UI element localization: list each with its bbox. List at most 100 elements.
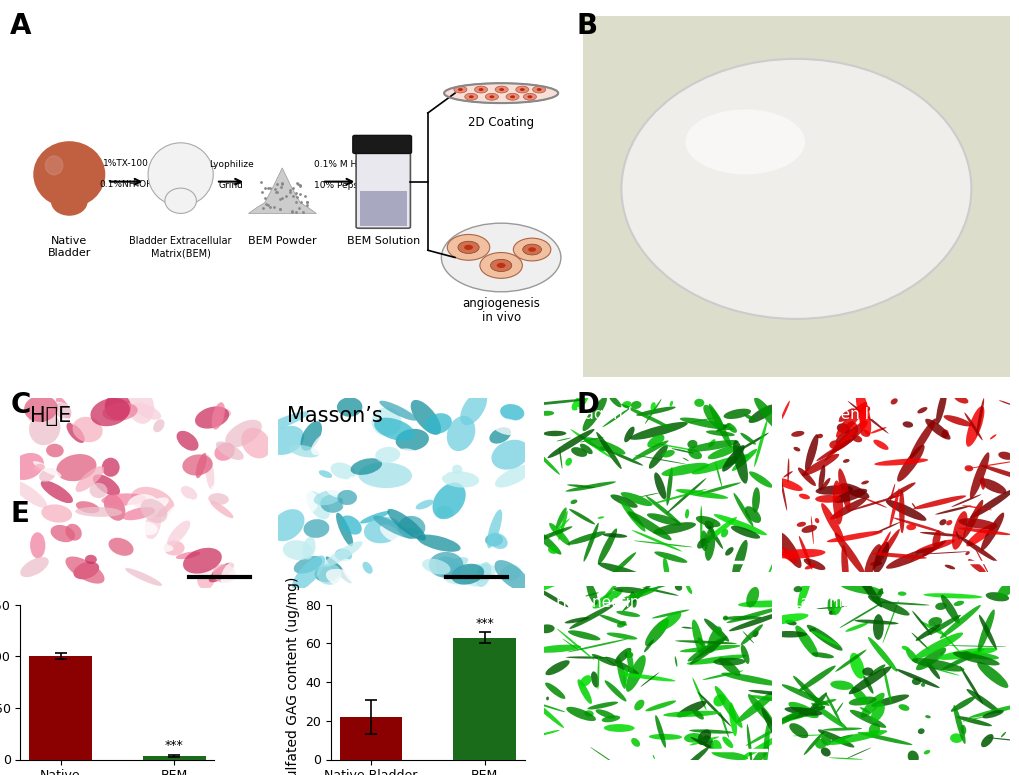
Ellipse shape bbox=[105, 394, 131, 420]
Ellipse shape bbox=[56, 454, 97, 481]
Ellipse shape bbox=[696, 538, 706, 549]
Ellipse shape bbox=[682, 747, 708, 771]
Ellipse shape bbox=[834, 532, 864, 575]
Ellipse shape bbox=[871, 529, 899, 570]
Ellipse shape bbox=[569, 509, 594, 525]
Ellipse shape bbox=[702, 405, 722, 429]
Ellipse shape bbox=[708, 404, 731, 448]
Ellipse shape bbox=[492, 418, 523, 436]
Bar bbox=[453, 638, 516, 760]
Ellipse shape bbox=[855, 572, 881, 608]
Ellipse shape bbox=[616, 621, 626, 628]
Ellipse shape bbox=[104, 494, 125, 521]
Ellipse shape bbox=[689, 729, 733, 734]
Ellipse shape bbox=[505, 93, 519, 100]
Ellipse shape bbox=[54, 403, 71, 418]
Ellipse shape bbox=[803, 559, 824, 570]
Ellipse shape bbox=[435, 556, 460, 580]
Ellipse shape bbox=[590, 747, 619, 766]
Ellipse shape bbox=[447, 235, 489, 260]
Ellipse shape bbox=[746, 587, 758, 608]
Ellipse shape bbox=[601, 715, 620, 722]
Ellipse shape bbox=[920, 540, 945, 557]
Ellipse shape bbox=[919, 664, 959, 676]
Ellipse shape bbox=[597, 529, 616, 564]
Ellipse shape bbox=[489, 427, 511, 443]
Ellipse shape bbox=[687, 440, 697, 449]
Ellipse shape bbox=[938, 519, 946, 525]
Ellipse shape bbox=[262, 412, 309, 432]
Text: Masson’s: Masson’s bbox=[287, 406, 383, 426]
Ellipse shape bbox=[950, 696, 974, 711]
Ellipse shape bbox=[675, 489, 728, 499]
Ellipse shape bbox=[600, 581, 619, 602]
Ellipse shape bbox=[797, 467, 815, 486]
Ellipse shape bbox=[905, 649, 917, 663]
Ellipse shape bbox=[75, 466, 104, 492]
Ellipse shape bbox=[108, 538, 133, 556]
Ellipse shape bbox=[499, 404, 524, 421]
Ellipse shape bbox=[599, 615, 627, 625]
Ellipse shape bbox=[661, 450, 675, 457]
Ellipse shape bbox=[901, 646, 909, 651]
Ellipse shape bbox=[783, 471, 792, 477]
Ellipse shape bbox=[722, 615, 728, 621]
Ellipse shape bbox=[126, 388, 154, 424]
Ellipse shape bbox=[964, 465, 972, 471]
Ellipse shape bbox=[889, 484, 895, 505]
Ellipse shape bbox=[528, 247, 535, 252]
Ellipse shape bbox=[814, 518, 818, 523]
Ellipse shape bbox=[961, 651, 972, 660]
Ellipse shape bbox=[704, 528, 714, 561]
Ellipse shape bbox=[705, 430, 734, 436]
Ellipse shape bbox=[781, 684, 828, 706]
Text: 10% Pepsin: 10% Pepsin bbox=[313, 181, 366, 190]
Ellipse shape bbox=[538, 625, 554, 633]
Ellipse shape bbox=[863, 406, 869, 412]
Ellipse shape bbox=[845, 622, 867, 632]
Ellipse shape bbox=[722, 408, 750, 419]
Text: Collagen III: Collagen III bbox=[792, 407, 877, 422]
Ellipse shape bbox=[691, 454, 749, 474]
Ellipse shape bbox=[681, 627, 692, 629]
Ellipse shape bbox=[10, 453, 44, 480]
Ellipse shape bbox=[814, 495, 841, 503]
Ellipse shape bbox=[984, 592, 1008, 601]
Ellipse shape bbox=[622, 578, 656, 611]
Ellipse shape bbox=[872, 614, 882, 640]
Ellipse shape bbox=[477, 434, 510, 452]
Ellipse shape bbox=[793, 447, 800, 452]
Ellipse shape bbox=[684, 733, 702, 742]
Ellipse shape bbox=[337, 490, 357, 505]
Ellipse shape bbox=[165, 501, 185, 527]
Ellipse shape bbox=[580, 437, 603, 443]
Ellipse shape bbox=[823, 429, 855, 461]
Ellipse shape bbox=[228, 496, 247, 518]
Ellipse shape bbox=[828, 440, 841, 450]
Ellipse shape bbox=[793, 676, 824, 709]
Ellipse shape bbox=[29, 412, 60, 445]
Ellipse shape bbox=[494, 560, 529, 591]
Ellipse shape bbox=[732, 540, 747, 579]
Ellipse shape bbox=[777, 532, 801, 568]
Ellipse shape bbox=[314, 490, 341, 505]
Ellipse shape bbox=[697, 637, 705, 648]
Ellipse shape bbox=[565, 617, 589, 623]
Ellipse shape bbox=[836, 402, 866, 437]
Ellipse shape bbox=[556, 629, 594, 660]
Ellipse shape bbox=[912, 495, 965, 509]
Ellipse shape bbox=[707, 439, 714, 447]
Ellipse shape bbox=[566, 707, 595, 721]
Ellipse shape bbox=[41, 480, 73, 503]
Ellipse shape bbox=[209, 563, 234, 582]
Ellipse shape bbox=[34, 464, 45, 471]
Text: C: C bbox=[10, 391, 31, 419]
Ellipse shape bbox=[761, 613, 808, 625]
Ellipse shape bbox=[829, 680, 853, 690]
Ellipse shape bbox=[267, 425, 304, 455]
Ellipse shape bbox=[610, 553, 636, 575]
Ellipse shape bbox=[652, 522, 695, 535]
Ellipse shape bbox=[741, 729, 791, 759]
Ellipse shape bbox=[919, 621, 945, 636]
Text: Fibronectin: Fibronectin bbox=[555, 594, 640, 610]
